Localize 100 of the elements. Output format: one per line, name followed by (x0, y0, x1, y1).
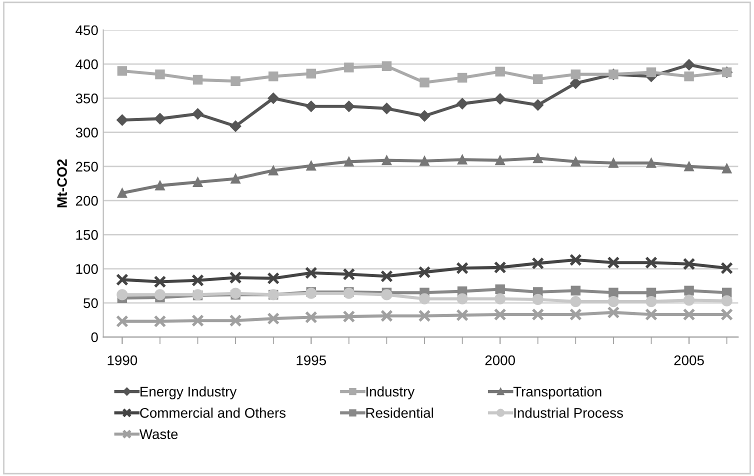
x-tick-label: 1995 (296, 355, 326, 366)
point (116, 273, 128, 286)
point (154, 315, 166, 328)
point (607, 306, 620, 319)
point (494, 93, 506, 104)
point (230, 174, 240, 184)
point (532, 257, 544, 270)
point (343, 100, 355, 112)
point (722, 164, 732, 174)
point (607, 256, 620, 269)
legend-label: Transportation (513, 386, 602, 400)
point (230, 120, 242, 132)
point (155, 180, 165, 190)
point (646, 158, 656, 168)
point (532, 99, 544, 111)
point (268, 92, 279, 104)
point (570, 296, 582, 308)
legend-label: Waste (139, 429, 178, 440)
point (533, 74, 543, 84)
point (495, 66, 505, 76)
point (418, 310, 431, 322)
y-tick-label: 250 (76, 162, 98, 172)
y-tick-label: 150 (76, 230, 98, 240)
point (645, 308, 658, 321)
y-tick-label: 350 (76, 94, 98, 104)
point (382, 61, 392, 72)
y-tick-label: 400 (76, 59, 98, 70)
point (192, 177, 203, 187)
point (457, 72, 468, 83)
point (304, 310, 318, 324)
point (608, 288, 618, 298)
point (456, 308, 469, 322)
point (608, 296, 620, 308)
point (533, 153, 543, 164)
point (569, 308, 582, 321)
point (418, 110, 430, 122)
point (192, 74, 203, 85)
point (420, 156, 430, 166)
point (381, 289, 392, 300)
point (304, 266, 318, 280)
point (720, 308, 734, 321)
point (418, 293, 430, 304)
point (306, 100, 317, 112)
point (495, 155, 505, 166)
y-tick-label: 300 (76, 128, 98, 138)
point (720, 262, 734, 274)
point (154, 113, 166, 124)
point (684, 72, 694, 82)
legend-label: Industrial Process (514, 408, 623, 418)
point (532, 294, 544, 306)
point (344, 156, 354, 167)
point (456, 293, 468, 304)
point (268, 72, 278, 82)
point (155, 69, 165, 80)
point (382, 155, 392, 166)
point (495, 284, 505, 294)
point (456, 262, 469, 274)
point (192, 274, 204, 287)
point (344, 62, 354, 72)
legend-label: Energy Industry (140, 386, 237, 400)
point (229, 271, 242, 284)
point (682, 258, 696, 270)
point (646, 67, 656, 78)
point (683, 59, 695, 70)
legend-label: Industry (366, 386, 415, 400)
point (532, 308, 544, 321)
point (267, 272, 280, 285)
x-tick-label: 2005 (674, 355, 704, 366)
y-tick-label: 0 (91, 332, 98, 342)
point (306, 160, 316, 171)
point (570, 156, 581, 167)
point (342, 268, 356, 280)
point (645, 256, 658, 269)
point (570, 78, 582, 89)
point (154, 275, 166, 288)
point (117, 188, 128, 198)
legend-label: Residential (366, 408, 434, 418)
point (457, 154, 468, 164)
point (380, 310, 393, 322)
y-tick-label: 200 (76, 196, 98, 206)
y-tick-label: 100 (76, 264, 98, 274)
point (570, 69, 581, 80)
point (230, 76, 240, 86)
y-tick-label: 450 (76, 25, 98, 36)
point (420, 78, 430, 88)
point (684, 162, 694, 172)
y-tick-label: 50 (84, 298, 98, 308)
point (569, 254, 582, 266)
legend-label: Commercial and Others (140, 408, 286, 418)
point (154, 289, 166, 300)
point (494, 308, 506, 321)
point (116, 315, 128, 328)
point (116, 114, 128, 126)
point (117, 66, 128, 76)
x-tick-label: 2000 (485, 355, 515, 366)
point (683, 294, 695, 306)
point (608, 158, 618, 168)
point (306, 68, 316, 79)
x-tick-label: 1990 (108, 355, 138, 366)
point (721, 295, 732, 306)
